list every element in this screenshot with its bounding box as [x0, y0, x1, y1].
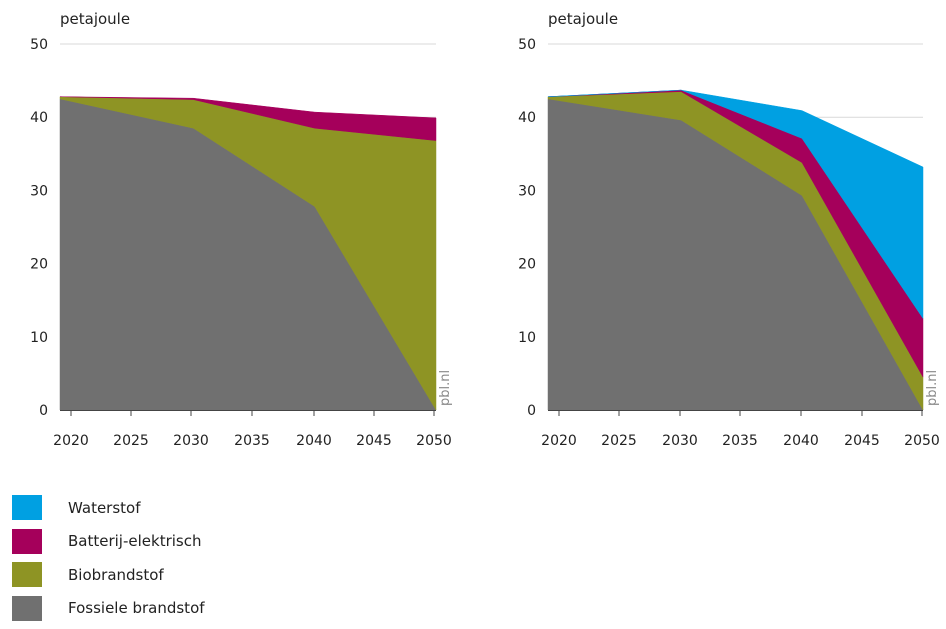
x-tick-label: 2050: [904, 433, 940, 449]
y-tick-label: 20: [518, 257, 536, 273]
y-tick-label: 10: [518, 330, 536, 346]
x-tick-label: 2020: [53, 433, 89, 449]
legend-label: Fossiele brandstof: [68, 599, 205, 617]
area-waterstof: [547, 89, 924, 320]
y-tick-label: 40: [518, 110, 536, 126]
x-tick-label: 2050: [416, 433, 452, 449]
x-tick-label: 2035: [722, 433, 758, 449]
legend-label: Batterij-elektrisch: [68, 532, 202, 550]
watermark-text: pbl.nl: [925, 370, 940, 406]
x-tick-label: 2025: [601, 433, 637, 449]
legend-swatch-fossiele-brandstof: [12, 595, 42, 621]
x-tick-label: 2045: [356, 433, 392, 449]
x-tick-label: 2025: [113, 433, 149, 449]
y-tick-label: 10: [30, 330, 48, 346]
legend-label: Waterstof: [68, 498, 141, 517]
x-tick-label: 2030: [173, 433, 209, 449]
legend-item-batterij-elektrisch: Batterij-elektrisch: [12, 528, 205, 554]
y-tick-label: 0: [39, 403, 48, 419]
y-tick-label: 50: [518, 37, 536, 53]
legend-label: Biobrandstof: [68, 565, 164, 584]
legend-item-fossiele-brandstof: Fossiele brandstof: [12, 595, 205, 621]
watermark-text: pbl.nl: [438, 370, 453, 406]
y-axis-label: petajoule: [60, 10, 130, 28]
y-tick-label: 30: [30, 183, 48, 199]
x-tick-label: 2030: [662, 433, 698, 449]
y-tick-label: 0: [527, 403, 536, 419]
legend-item-biobrandstof: Biobrandstof: [12, 562, 205, 587]
x-tick-label: 2020: [541, 433, 577, 449]
y-axis-label: petajoule: [548, 10, 618, 28]
y-tick-label: 30: [518, 183, 536, 199]
y-tick-label: 20: [30, 257, 48, 273]
x-tick-label: 2035: [234, 433, 270, 449]
y-tick-label: 50: [30, 37, 48, 53]
legend-swatch-biobrandstof: [12, 562, 42, 587]
x-tick-label: 2045: [844, 433, 880, 449]
area-batterij-elektrisch: [59, 96, 437, 141]
legend-swatch-batterij-elektrisch: [12, 528, 42, 554]
y-tick-label: 40: [30, 110, 48, 126]
x-tick-label: 2040: [296, 433, 332, 449]
legend-swatch-waterstof: [12, 495, 42, 520]
x-tick-label: 2040: [783, 433, 819, 449]
legend: Waterstof Batterij-elektrisch Biobrandst…: [12, 495, 205, 629]
legend-item-waterstof: Waterstof: [12, 495, 205, 520]
